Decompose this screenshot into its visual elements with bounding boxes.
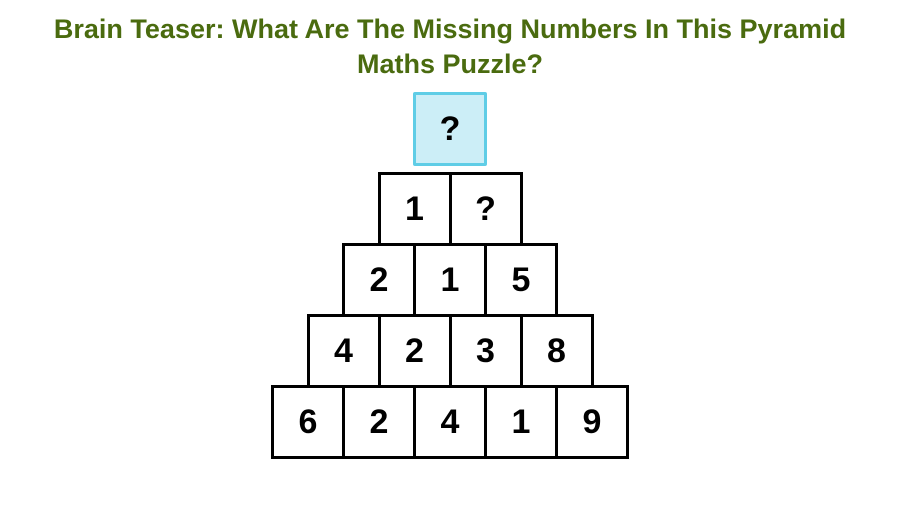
pyramid-cell: 1 [378, 172, 452, 246]
cell-value: 2 [370, 261, 389, 300]
pyramid-row: 1? [271, 172, 629, 246]
cell-value: 8 [547, 332, 566, 371]
cell-value: 1 [512, 403, 531, 442]
pyramid-cell: 3 [449, 314, 523, 388]
pyramid-row: 2 1 5 [271, 243, 629, 317]
pyramid-cell: 2 [342, 243, 416, 317]
pyramid-grid: ?1?215423862419 [271, 92, 629, 459]
cell-value: 5 [512, 261, 531, 300]
cell-value: 1 [405, 190, 424, 229]
cell-value: 1 [441, 261, 460, 300]
pyramid-cell: 1 [484, 385, 558, 459]
pyramid-cell: ? [413, 92, 487, 166]
cell-value: 6 [299, 403, 318, 442]
puzzle-title: Brain Teaser: What Are The Missing Numbe… [0, 0, 900, 82]
cell-value: 4 [334, 332, 353, 371]
pyramid-cell: 1 [413, 243, 487, 317]
pyramid-row: 4 2 3 8 [271, 314, 629, 388]
cell-value: 3 [476, 332, 495, 371]
pyramid-cell: 2 [342, 385, 416, 459]
cell-value: 2 [370, 403, 389, 442]
cell-value: 9 [583, 403, 602, 442]
pyramid-cell: 6 [271, 385, 345, 459]
pyramid-cell: 4 [307, 314, 381, 388]
cell-value: 4 [441, 403, 460, 442]
pyramid-cell: 9 [555, 385, 629, 459]
pyramid-row: 6 2 4 1 9 [271, 385, 629, 459]
pyramid-cell: 2 [378, 314, 452, 388]
pyramid-cell: 8 [520, 314, 594, 388]
pyramid-cell: ? [449, 172, 523, 246]
cell-value: ? [440, 110, 461, 149]
cell-value: ? [475, 190, 496, 229]
cell-value: 2 [405, 332, 424, 371]
pyramid-cell: 5 [484, 243, 558, 317]
pyramid-row: ? [271, 92, 629, 172]
pyramid-cell: 4 [413, 385, 487, 459]
